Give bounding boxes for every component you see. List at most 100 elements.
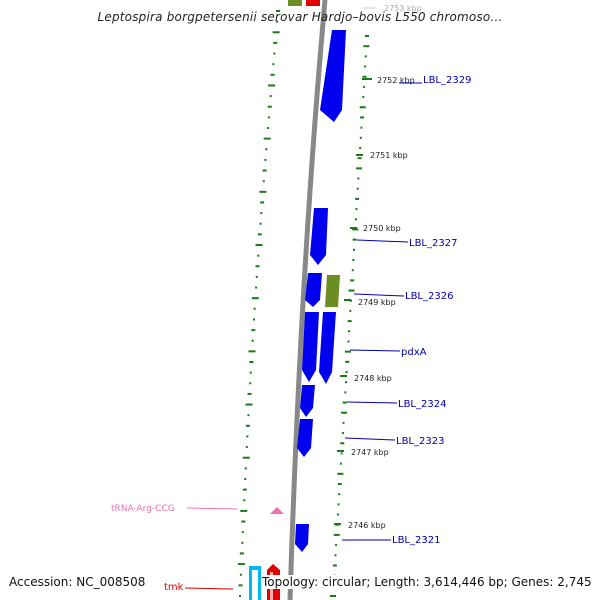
gc-tick [365,35,369,37]
gc-tick [347,320,352,323]
gc-tick [267,105,272,108]
gc-tick [245,403,253,406]
topology-summary: Topology: circular; Length: 3,614,446 bp… [262,575,592,589]
gc-tick [352,238,357,241]
trna-label[interactable]: tRNA-Arg-CCG [111,504,175,514]
gc-tick [355,197,360,200]
gc-tick [345,360,350,363]
gc-tick [360,126,363,129]
gc-tick [344,381,347,384]
gc-tick [239,552,244,555]
cds-lbl-2326-a[interactable] [305,273,322,307]
gc-tick [270,73,275,76]
gc-tick [362,85,365,88]
gc-tick [242,456,250,459]
gc-tick [357,177,360,180]
gc-tick [352,228,359,231]
gc-tick [251,297,259,300]
cds-lbl-2321[interactable] [295,524,309,552]
cds-lbl-2327[interactable] [310,208,328,265]
gc-tick [276,10,280,12]
gc-tick [337,472,344,475]
gc-tick [249,361,254,363]
gc-tick [255,265,260,268]
gc-tick [245,446,248,449]
gc-tick [335,544,338,547]
gc-tick [263,137,271,140]
kbp-label-2752: 2752 kbp [377,76,415,85]
gc-tick [341,432,344,435]
gc-tick [345,371,348,373]
rrna-feature-inner [252,570,258,600]
gc-tick [251,329,256,332]
gene-label-lbl-2326[interactable]: LBL_2326 [405,291,453,302]
gc-tick [241,531,244,534]
gc-tick [337,483,342,485]
cds-lbl-2329[interactable] [320,30,346,122]
gene-label-pdxa[interactable]: pdxA [401,347,427,358]
gene-label-lbl-2329[interactable]: LBL_2329 [423,75,471,86]
gc-tick [364,55,367,58]
gc-tick [351,269,354,272]
gc-tick [272,63,275,66]
gc-tick [252,318,255,321]
gc-tick [340,452,343,455]
gc-tick [273,41,278,44]
gc-tick [350,279,355,282]
gene-label-lbl-2321[interactable]: LBL_2321 [392,535,440,546]
cds-lbl-2324[interactable] [300,385,315,417]
gc-tick [333,533,340,536]
gene-label-lbl-2324[interactable]: LBL_2324 [398,399,446,410]
gene-labels: LBL_2329 LBL_2327 LBL_2326 pdxA LBL_2324… [342,75,471,546]
gc-tick [239,573,242,576]
gc-tick [341,411,348,414]
gc-tick [352,259,355,261]
gc-tick [355,167,362,170]
cds-lbl-2323[interactable] [297,419,313,457]
gc-tick [342,401,347,404]
gc-tick [243,499,246,502]
gc-tick [359,147,362,149]
gc-tick [239,595,241,597]
kbp-label-2748: 2748 kbp [354,374,392,383]
feature-top-olive [288,0,302,6]
gene-label-lbl-2323[interactable]: LBL_2323 [396,436,444,447]
gc-tick [348,330,351,333]
gc-content-ring [237,10,370,597]
feature-top-red [306,0,320,6]
cds-pdxa-right[interactable] [319,312,336,384]
gc-tick [253,307,256,310]
gc-tick [247,392,252,395]
gc-tick [265,148,268,151]
kbp-label-2749: 2749 kbp [358,298,396,307]
gene-label-lbl-2327[interactable]: LBL_2327 [409,238,457,249]
kbp-label-2751: 2751 kbp [370,151,408,160]
gc-tick [267,127,270,129]
gc-tick [269,95,272,98]
gc-tick [242,488,247,491]
gc-tick [355,208,358,211]
tmk-label[interactable]: tmk [164,582,184,593]
gc-tick [334,554,337,557]
gc-tick [257,254,260,257]
gc-tick [262,180,265,183]
cds-pdxa-left[interactable] [302,312,319,382]
gc-tick [347,340,350,343]
gc-tick [363,45,370,48]
gc-tick [247,414,250,417]
gc-tick [244,467,247,470]
chromosome-backbone [287,0,328,600]
gc-tick [240,509,248,512]
gc-tick [259,222,262,225]
gc-tick [362,75,367,78]
gc-tick [362,96,365,99]
trna-arg-ccg-marker[interactable] [270,507,284,514]
gc-tick [257,233,262,236]
page-title: Leptospira borgpetersenii serovar Hardjo… [97,10,503,24]
gc-tick [342,421,345,424]
gc-tick [244,478,247,480]
gc-tick [332,564,337,567]
gc-tick [237,563,245,566]
gc-tick [344,391,347,394]
